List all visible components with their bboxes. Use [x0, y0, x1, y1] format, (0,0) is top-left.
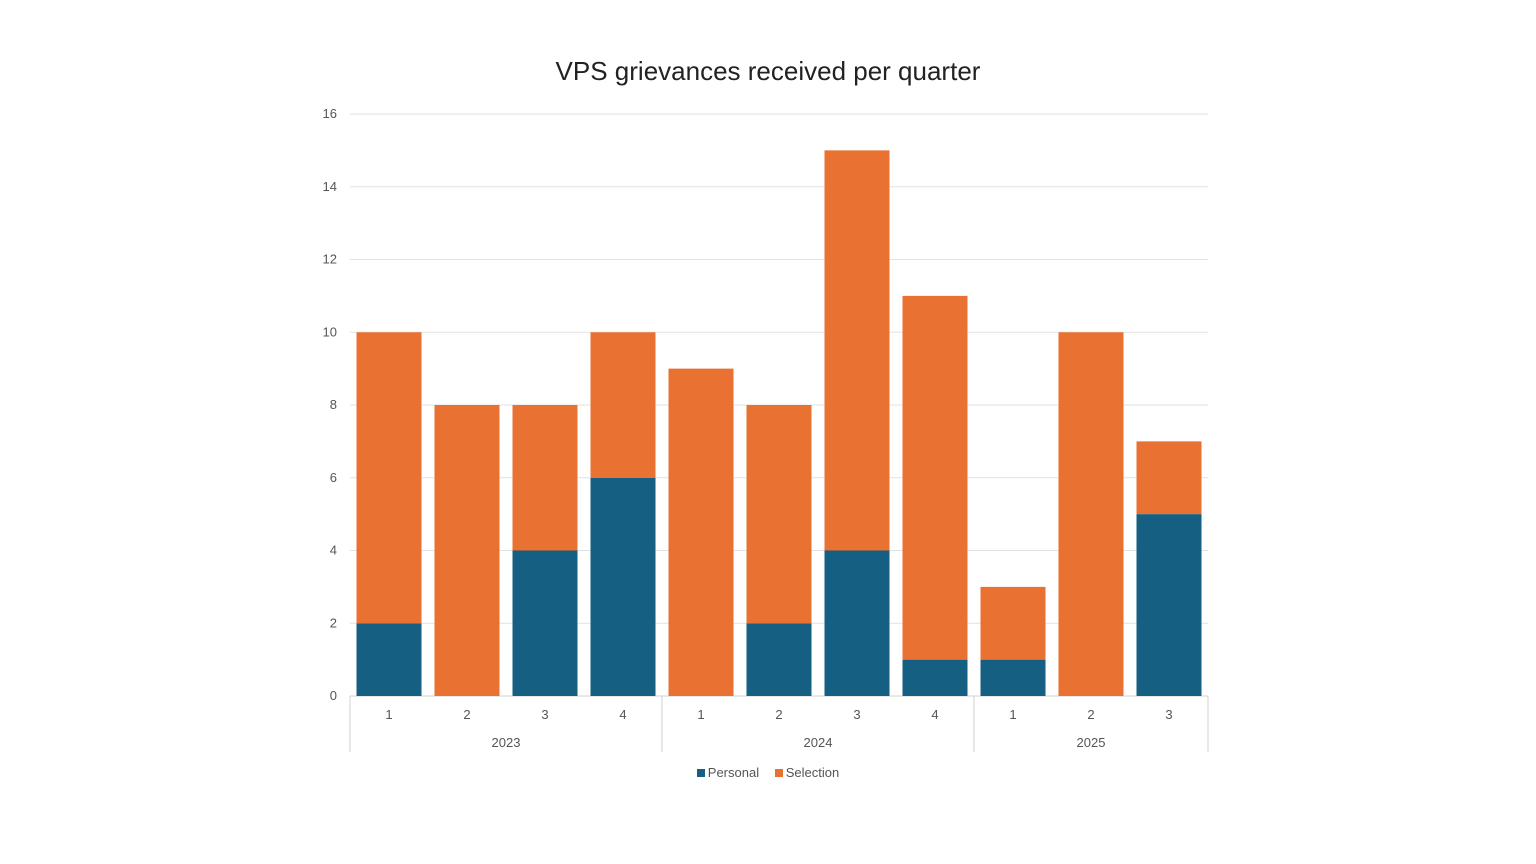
bar-selection	[824, 150, 890, 551]
bar-selection	[1058, 332, 1124, 696]
legend-label: Selection	[785, 765, 840, 780]
bar-selection	[590, 332, 656, 478]
chart-title: VPS grievances received per quarter	[555, 56, 981, 86]
x-tick-label: 3	[1165, 707, 1172, 722]
x-tick-label: 1	[385, 707, 392, 722]
bar-personal	[824, 550, 890, 696]
bar-selection	[668, 368, 734, 696]
bar-selection	[356, 332, 422, 624]
x-tick-label: 2	[463, 707, 470, 722]
y-tick-label: 8	[330, 397, 337, 412]
bar-personal	[356, 623, 422, 696]
bar-selection	[746, 405, 812, 624]
x-tick-label: 4	[619, 707, 626, 722]
y-tick-label: 2	[330, 615, 337, 630]
y-tick-label: 16	[323, 106, 337, 121]
legend: Personal Selection	[0, 765, 1536, 780]
legend-item-personal: Personal	[696, 765, 760, 780]
x-tick-label: 3	[541, 707, 548, 722]
legend-label: Personal	[707, 765, 760, 780]
bar-personal	[980, 659, 1046, 696]
y-tick-label: 4	[330, 543, 337, 558]
x-tick-label: 3	[853, 707, 860, 722]
bar-personal	[746, 623, 812, 696]
x-tick-label: 2	[775, 707, 782, 722]
bar-personal	[902, 659, 968, 696]
bar-personal	[512, 550, 578, 696]
x-group-label: 2023	[492, 735, 521, 750]
bar-selection	[902, 295, 968, 660]
x-tick-label: 4	[931, 707, 938, 722]
x-tick-label: 1	[1009, 707, 1016, 722]
bar-selection	[1136, 441, 1202, 515]
bar-selection	[434, 405, 500, 696]
bar-personal	[590, 477, 656, 696]
y-tick-label: 10	[323, 324, 337, 339]
legend-swatch-personal	[696, 769, 705, 777]
legend-item-selection: Selection	[774, 765, 840, 780]
x-tick-label: 1	[697, 707, 704, 722]
legend-swatch-selection	[774, 769, 783, 777]
y-tick-label: 12	[323, 252, 337, 267]
bar-selection	[512, 405, 578, 551]
bar-personal	[1136, 514, 1202, 696]
y-tick-label: 6	[330, 470, 337, 485]
x-group-label: 2025	[1077, 735, 1106, 750]
y-tick-label: 0	[330, 688, 337, 703]
x-tick-label: 2	[1087, 707, 1094, 722]
y-tick-label: 14	[323, 179, 337, 194]
bar-selection	[980, 586, 1046, 660]
x-group-label: 2024	[804, 735, 833, 750]
